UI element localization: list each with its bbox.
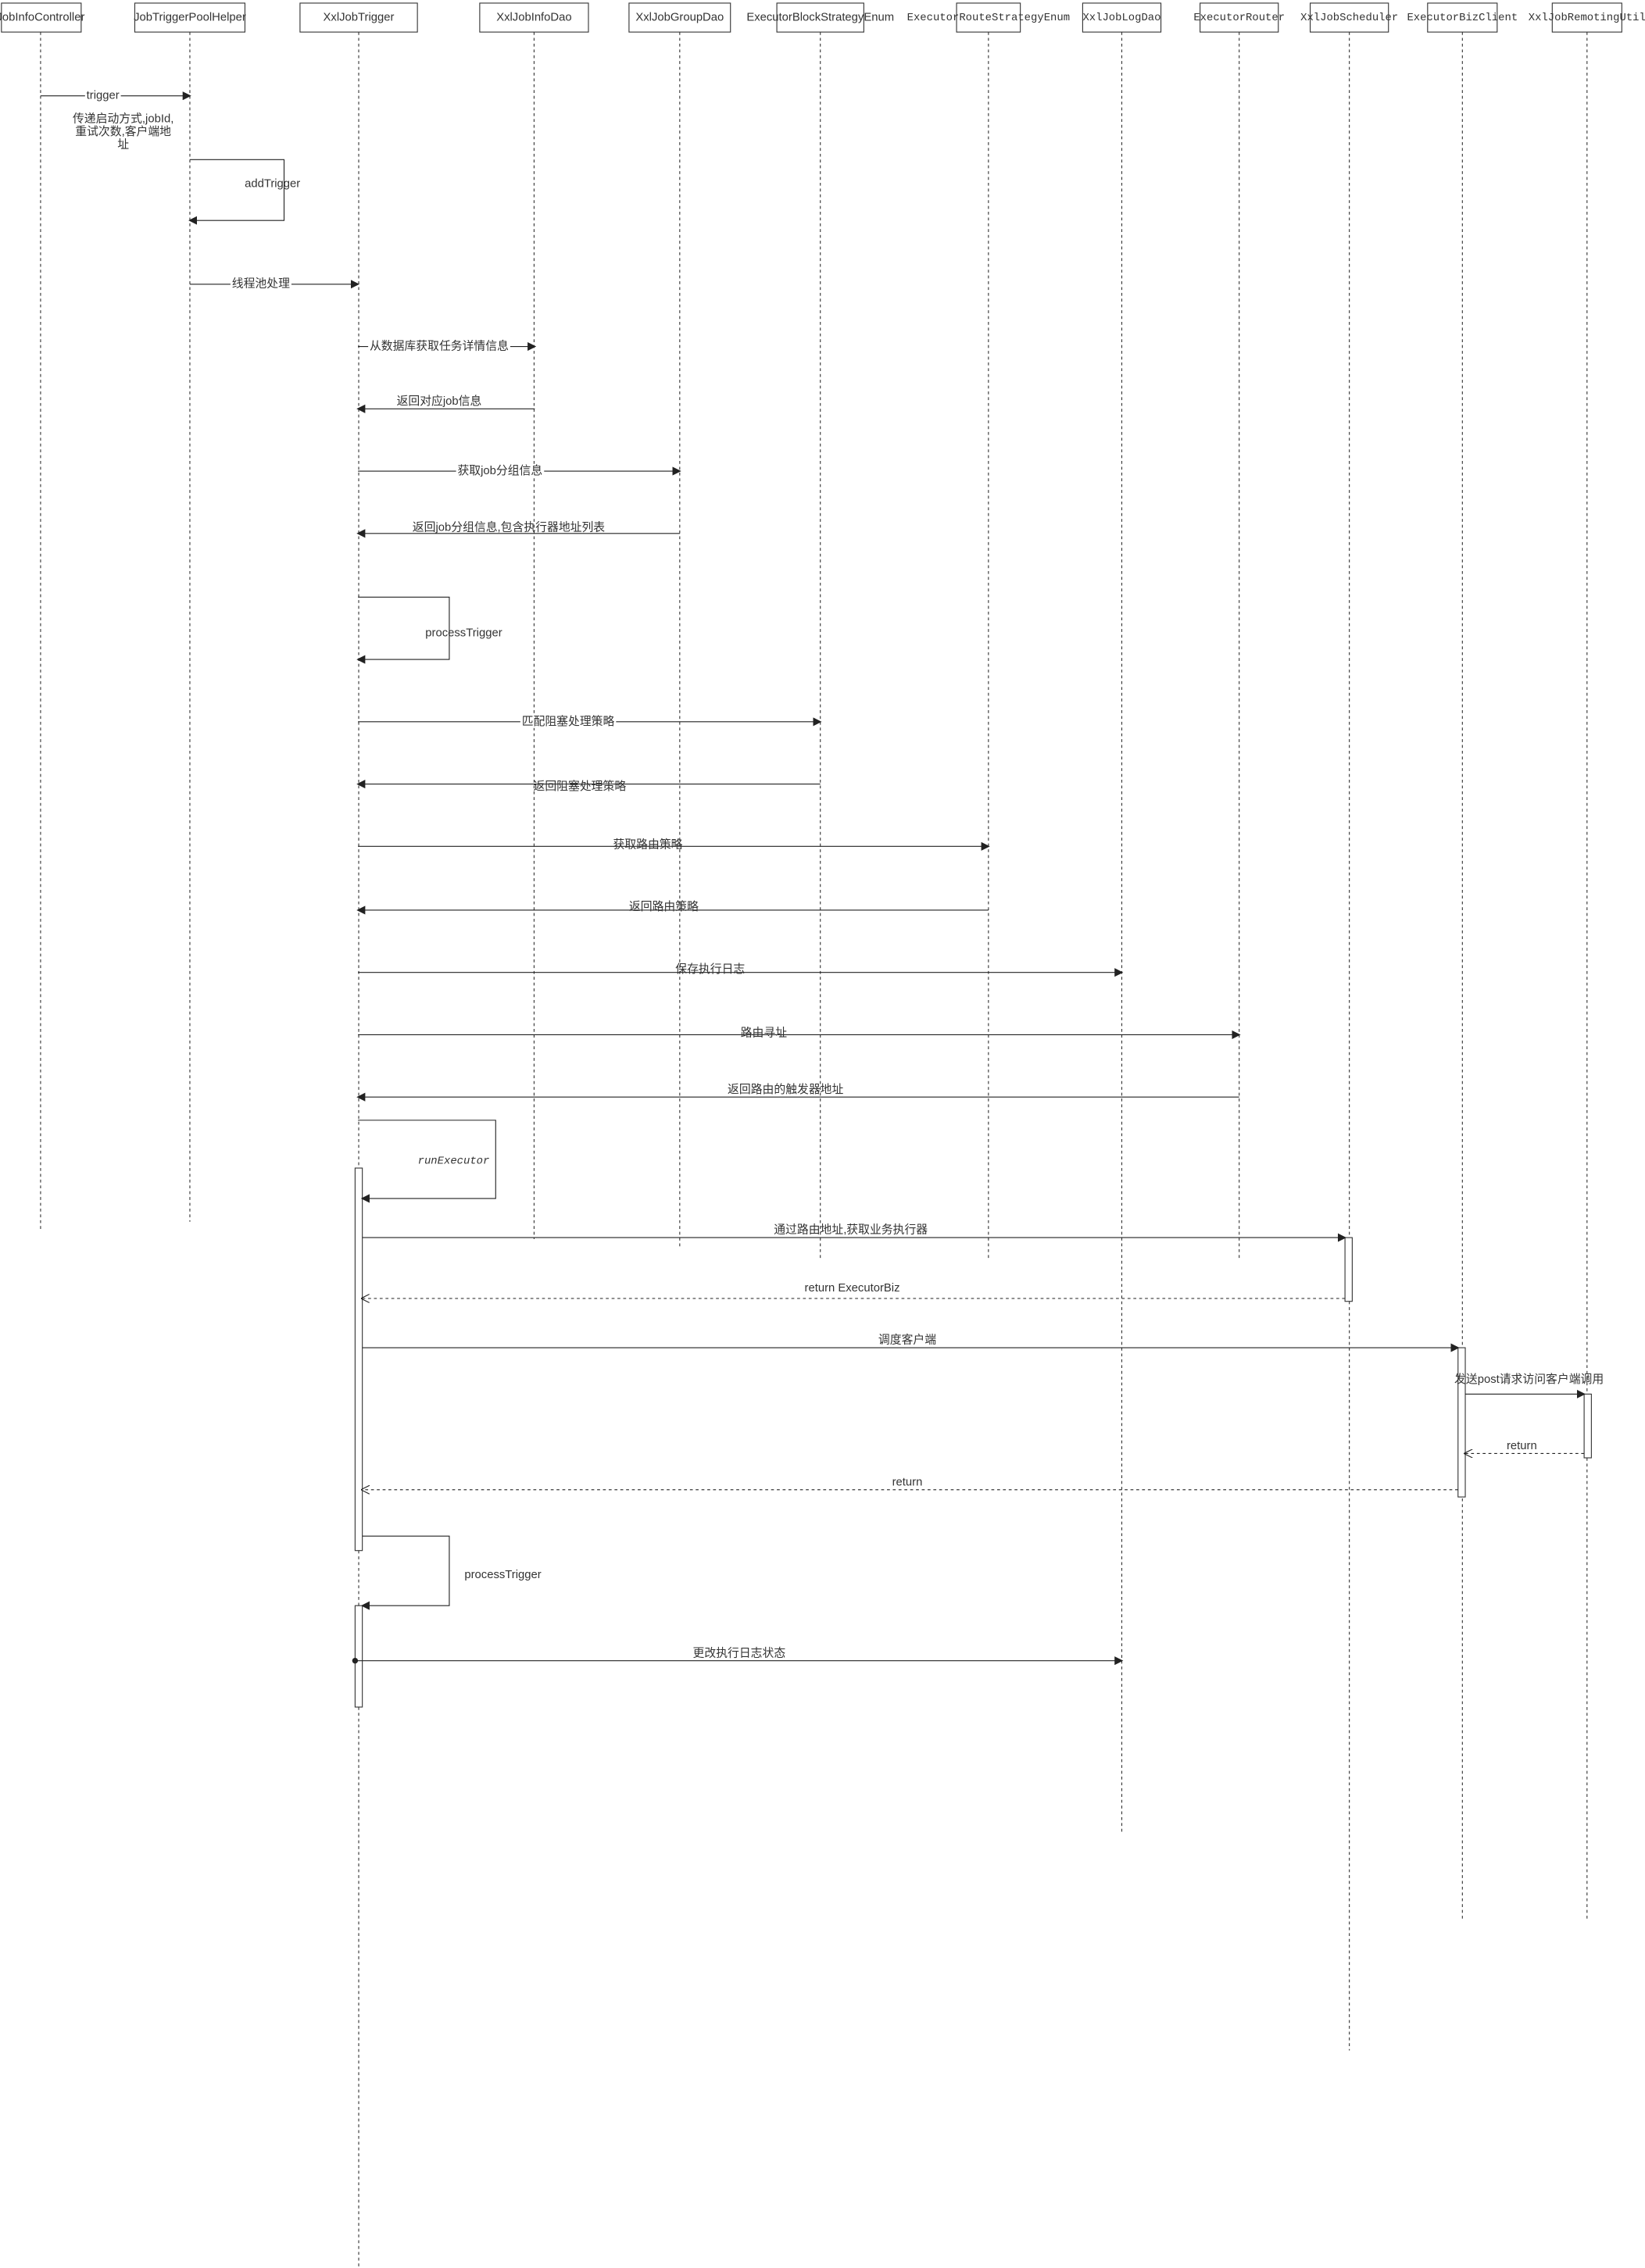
participant-label: JobInfoController <box>0 11 84 23</box>
message-start <box>352 1657 359 1664</box>
message-label: return <box>892 1476 923 1488</box>
message-label: 通过路由地址,获取业务执行器 <box>774 1223 928 1237</box>
participant-label: XxlJobScheduler <box>1300 12 1398 24</box>
message-label: processTrigger <box>425 627 502 640</box>
message-label: 发送post请求访问客户端调用 <box>1454 1373 1604 1386</box>
participant-label: ExecutorBlockStrategyEnum <box>746 11 894 23</box>
message-label: 返回job分组信息,包含执行器地址列表 <box>413 520 606 534</box>
note-text: 重试次数,客户端地 <box>75 125 171 138</box>
participant-box <box>1 2 82 33</box>
participant-box <box>299 2 418 33</box>
message-label: 保存执行日志 <box>675 963 745 976</box>
message-label: addTrigger <box>245 178 300 191</box>
message-label: 返回路由的触发器地址 <box>728 1083 843 1096</box>
participant-label: XxlJobInfoDao <box>496 11 571 23</box>
participant-label: ExecutorBizClient <box>1407 12 1518 24</box>
activation-bar <box>1457 1347 1466 1498</box>
message-label: 路由寻址 <box>741 1027 787 1040</box>
message-label: return <box>1507 1440 1537 1452</box>
message-label: 线程池处理 <box>232 277 290 291</box>
label-bg <box>520 713 617 728</box>
message-label: 获取job分组信息 <box>457 464 542 477</box>
note-text: 传递启动方式,jobId, <box>73 112 173 125</box>
message-label: 返回对应job信息 <box>397 394 482 408</box>
message-label: return ExecutorBiz <box>805 1282 900 1295</box>
self-message <box>358 1120 496 1203</box>
message-label: 匹配阻塞处理策略 <box>522 714 615 728</box>
message-label: 获取路由策略 <box>613 838 683 851</box>
self-message <box>360 1535 450 1610</box>
participant-box <box>1082 2 1162 33</box>
participant-label: XxlJobRemotingUtil <box>1529 12 1645 24</box>
label-bg <box>368 339 510 353</box>
message-label: 更改执行日志状态 <box>693 1646 786 1659</box>
message-label: 从数据库获取任务详情信息 <box>370 339 509 352</box>
participant-box <box>956 2 1021 33</box>
activation-bar <box>354 1167 363 1552</box>
message-label: processTrigger <box>464 1569 541 1581</box>
note-text: 址 <box>117 138 129 152</box>
message-label: 返回路由策略 <box>629 900 699 913</box>
participant-box <box>479 2 589 33</box>
participant-label: XxlJobTrigger <box>324 11 395 23</box>
participant-box <box>1427 2 1498 33</box>
label-bg <box>84 89 121 102</box>
self-message <box>356 596 450 664</box>
participant-box <box>1200 2 1279 33</box>
activation-bar <box>1344 1237 1353 1302</box>
participant-label: ExecutorRouter <box>1193 12 1285 24</box>
label-bg <box>230 277 291 291</box>
participant-label: ExecutorRouteStrategyEnum <box>907 12 1070 24</box>
participant-label: JobTriggerPoolHelper <box>134 11 246 23</box>
activation-bar <box>1583 1393 1592 1459</box>
participant-box <box>1551 2 1622 33</box>
label-bg <box>456 463 545 477</box>
participant-box <box>776 2 864 33</box>
message-label: 返回阻塞处理策略 <box>534 779 627 793</box>
participant-box <box>134 2 245 33</box>
self-message <box>188 159 285 225</box>
message-label: trigger <box>87 90 120 102</box>
message-label: 调度客户端 <box>878 1334 936 1347</box>
message-label: runExecutor <box>418 1155 490 1167</box>
participant-label: XxlJobGroupDao <box>635 11 724 23</box>
participant-box <box>628 2 731 33</box>
participant-label: XxlJobLogDao <box>1082 12 1160 24</box>
activation-bar <box>354 1605 363 1708</box>
participant-box <box>1310 2 1389 33</box>
